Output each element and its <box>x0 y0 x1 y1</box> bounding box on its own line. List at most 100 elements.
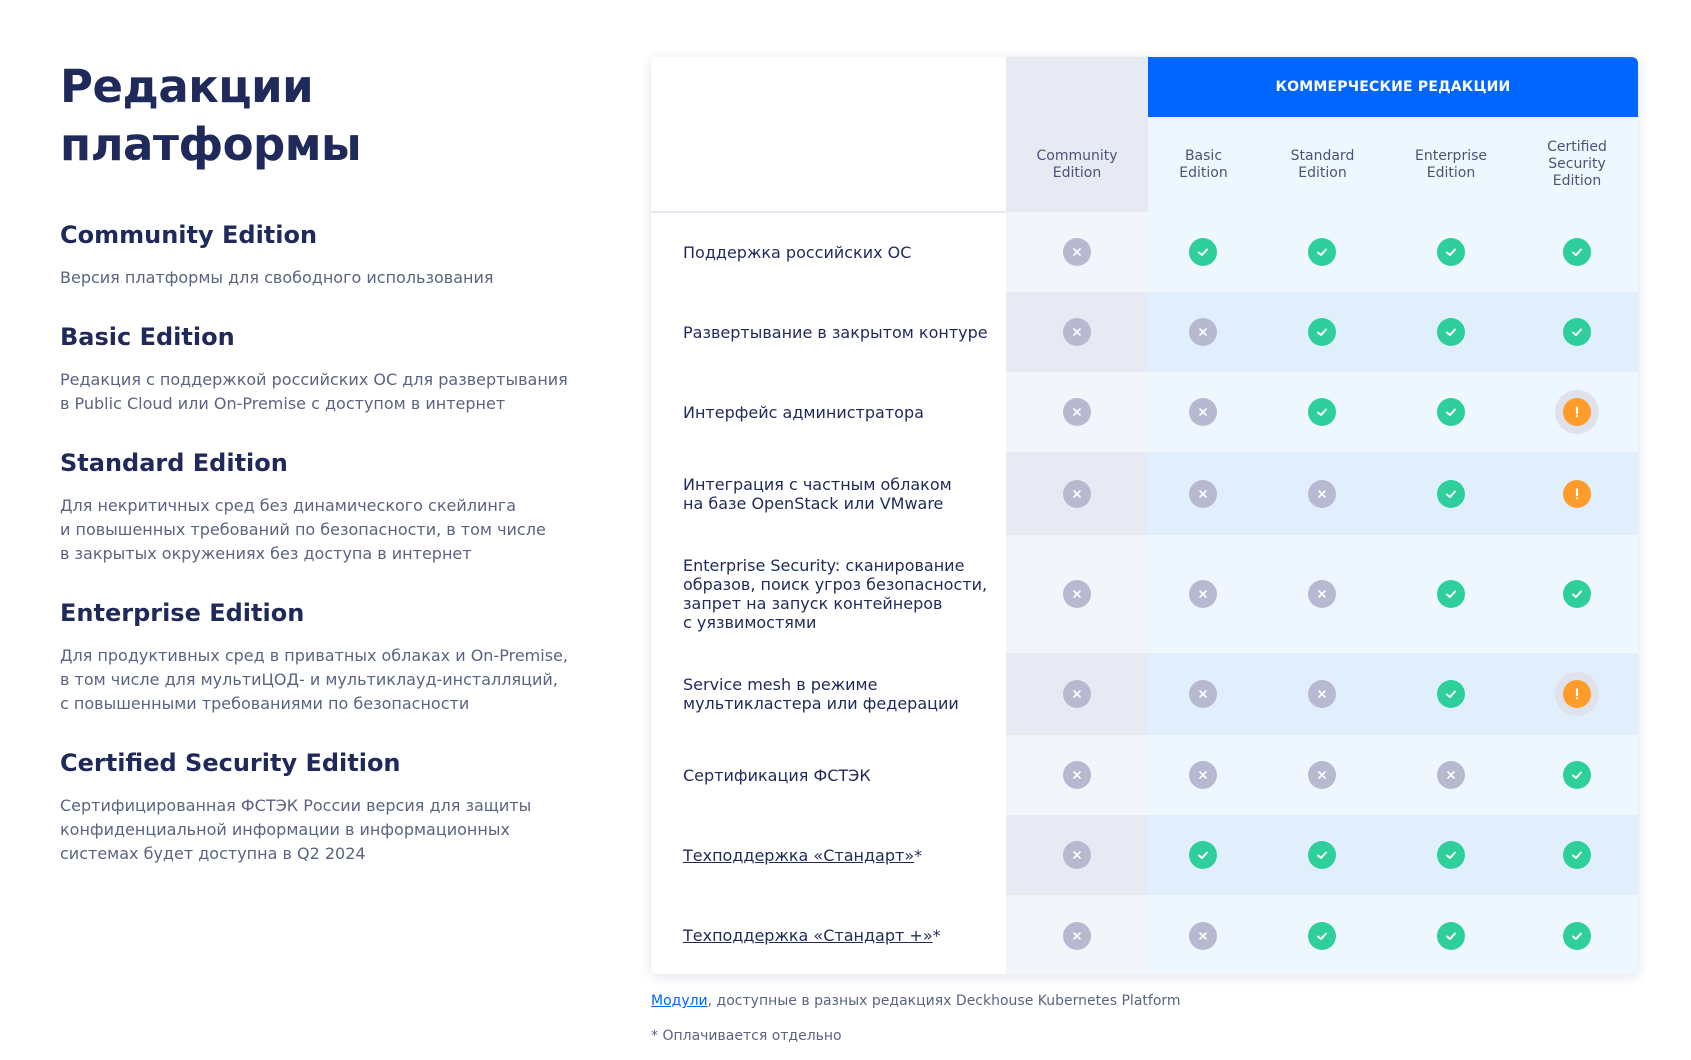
check-icon <box>1308 841 1336 869</box>
availability-cell <box>1427 452 1475 535</box>
cross-icon <box>1063 680 1091 708</box>
cross-icon <box>1063 479 1091 508</box>
availability-cell <box>1298 535 1346 653</box>
check-icon <box>1189 841 1217 869</box>
column-header-basic: Basic Edition <box>1179 147 1228 181</box>
availability-cell <box>1179 653 1227 735</box>
availability-cell <box>1553 895 1601 974</box>
cross-icon <box>1308 580 1336 608</box>
availability-cell <box>1427 212 1475 292</box>
exclamation-icon[interactable] <box>1563 479 1591 508</box>
check-icon <box>1189 238 1217 266</box>
support-plan-link[interactable]: Техподдержка «Стандарт +» <box>683 926 933 945</box>
feature-label-text: Service mesh в режиме мультикластера или… <box>683 675 959 713</box>
availability-cell <box>1053 895 1101 974</box>
feature-label: Service mesh в режиме мультикластера или… <box>683 653 993 735</box>
cross-icon <box>1063 398 1091 426</box>
cross-icon <box>1189 761 1217 789</box>
page-title: Редакции платформы <box>60 58 580 174</box>
feature-label-text: Интеграция с частным облаком на базе Ope… <box>683 474 952 513</box>
availability-cell <box>1553 653 1601 735</box>
cross-icon <box>1063 761 1091 789</box>
row-commercial-bg <box>1148 735 1638 815</box>
availability-cell <box>1053 535 1101 653</box>
availability-cell <box>1053 372 1101 452</box>
row-commercial-bg <box>1148 535 1638 653</box>
cross-icon <box>1437 761 1465 789</box>
check-icon <box>1437 921 1465 950</box>
availability-cell <box>1179 372 1227 452</box>
feature-label-text: Enterprise Security: сканирование образо… <box>683 556 988 632</box>
feature-label-text: Сертификация ФСТЭК <box>683 765 871 785</box>
edition-title: Basic Edition <box>60 323 235 351</box>
commercial-editions-header: КОММЕРЧЕСКИЕ РЕДАКЦИИ <box>1148 57 1638 117</box>
cross-icon <box>1308 479 1336 508</box>
editions-panel: Редакции платформы Community Edition Вер… <box>60 58 580 863</box>
availability-cell <box>1053 815 1101 895</box>
availability-cell <box>1427 735 1475 815</box>
cross-icon <box>1308 761 1336 789</box>
page-title-line2: платформы <box>60 118 362 171</box>
column-header-certified-security: Certified Security Edition <box>1547 139 1607 189</box>
availability-cell <box>1427 895 1475 974</box>
availability-cell <box>1298 653 1346 735</box>
availability-cell <box>1427 535 1475 653</box>
cross-icon <box>1063 580 1091 608</box>
availability-cell <box>1179 735 1227 815</box>
availability-cell <box>1427 372 1475 452</box>
feature-label: Развертывание в закрытом контуре <box>683 292 993 372</box>
cross-icon <box>1063 841 1091 869</box>
header-divider <box>651 211 1006 213</box>
check-icon <box>1437 841 1465 869</box>
check-icon <box>1308 921 1336 950</box>
availability-cell <box>1179 452 1227 535</box>
edition-title: Standard Edition <box>60 449 288 477</box>
feature-label[interactable]: Техподдержка «Стандарт» * <box>683 815 993 895</box>
availability-cell <box>1298 212 1346 292</box>
availability-cell <box>1179 535 1227 653</box>
modules-note: Модули, доступные в разных редакциях Dec… <box>651 993 1181 1009</box>
check-icon <box>1437 479 1465 508</box>
availability-cell <box>1298 452 1346 535</box>
edition-basic: Basic Edition Редакция с поддержкой росс… <box>60 322 580 416</box>
column-header-community: Community Edition <box>1036 147 1118 181</box>
cross-icon <box>1308 680 1336 708</box>
modules-note-text: , доступные в разных редакциях Deckhouse… <box>707 993 1181 1009</box>
feature-label-text: Развертывание в закрытом контуре <box>683 322 988 342</box>
availability-cell <box>1298 735 1346 815</box>
paid-separately-marker: * <box>914 845 923 865</box>
exclamation-icon[interactable] <box>1563 398 1591 426</box>
check-icon <box>1437 680 1465 708</box>
edition-description: Редакция с поддержкой российских ОС для … <box>60 370 568 413</box>
exclamation-icon[interactable] <box>1563 680 1591 708</box>
availability-cell <box>1053 735 1101 815</box>
availability-cell <box>1427 815 1475 895</box>
community-header-bg <box>1006 57 1148 212</box>
cross-icon <box>1189 318 1217 346</box>
check-icon <box>1308 318 1336 346</box>
edition-title: Enterprise Edition <box>60 599 305 627</box>
paid-separately-marker: * <box>932 926 941 945</box>
support-plan-link[interactable]: Техподдержка «Стандарт» <box>683 845 915 865</box>
column-header-standard: Standard Edition <box>1290 147 1355 181</box>
edition-description: Сертифицированная ФСТЭК России версия дл… <box>60 796 532 863</box>
availability-cell <box>1053 292 1101 372</box>
availability-cell <box>1553 735 1601 815</box>
check-icon <box>1437 398 1465 426</box>
comparison-table: Поддержка российских ОС Развертывание в з… <box>651 57 1638 974</box>
availability-cell <box>1179 895 1227 974</box>
cross-icon <box>1063 921 1091 950</box>
row-commercial-bg <box>1148 212 1638 292</box>
modules-link[interactable]: Модули <box>651 993 708 1009</box>
availability-cell <box>1298 372 1346 452</box>
cross-icon <box>1063 238 1091 266</box>
check-icon <box>1437 318 1465 346</box>
check-icon <box>1437 238 1465 266</box>
paid-separately-note: * Оплачивается отдельно <box>651 1028 842 1044</box>
edition-description: Версия платформы для свободного использо… <box>60 268 494 287</box>
availability-cell <box>1053 452 1101 535</box>
check-icon <box>1563 238 1591 266</box>
edition-title: Community Edition <box>60 221 318 249</box>
edition-standard: Standard Edition Для некритичных сред бе… <box>60 448 580 566</box>
feature-label[interactable]: Техподдержка «Стандарт +» * <box>683 895 993 974</box>
